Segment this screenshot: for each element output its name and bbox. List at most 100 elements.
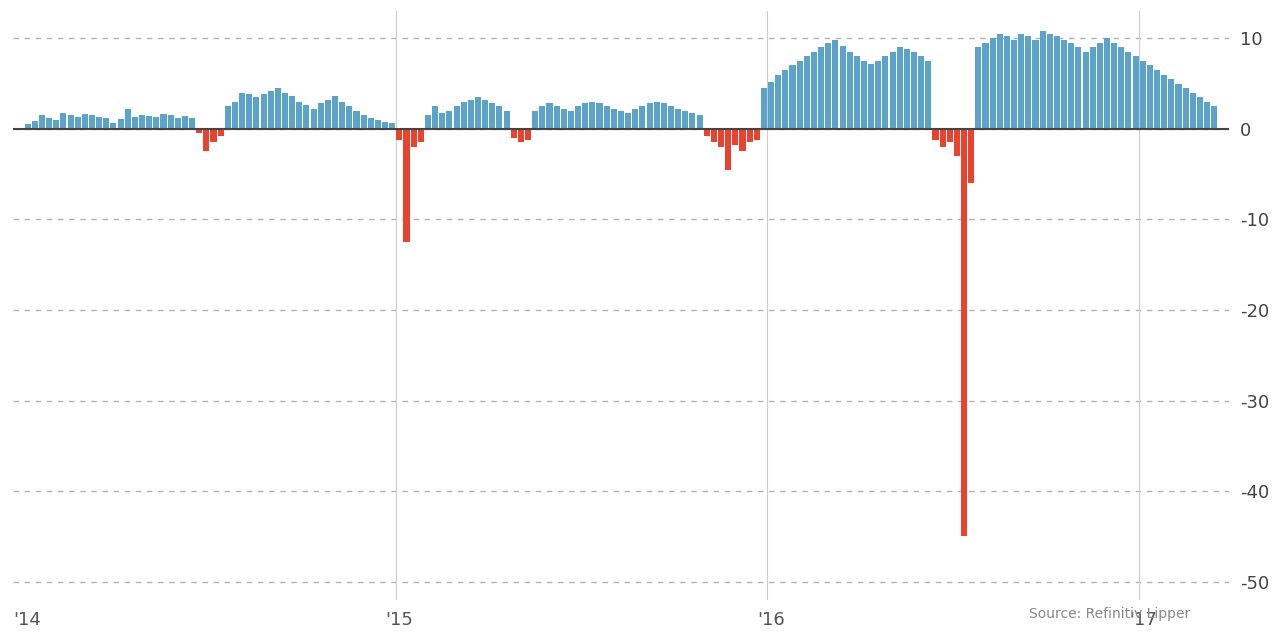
Bar [1025,36,1032,129]
Bar [660,104,667,129]
Bar [1139,61,1146,129]
Bar [754,129,760,140]
Bar [740,129,745,152]
Bar [696,115,703,129]
Bar [804,56,810,129]
Bar [940,129,946,147]
Bar [497,106,503,129]
Bar [381,122,388,129]
Bar [182,116,188,129]
Bar [261,95,266,129]
Bar [782,70,788,129]
Bar [296,102,302,129]
Bar [1075,47,1082,129]
Bar [96,117,102,129]
Bar [246,95,252,129]
Bar [518,129,524,143]
Bar [553,106,559,129]
Bar [1125,52,1132,129]
Bar [911,52,916,129]
Bar [339,102,346,129]
Bar [532,111,538,129]
Bar [646,104,653,129]
Bar [1047,34,1053,129]
Bar [690,113,695,129]
Bar [204,129,210,152]
Bar [439,113,445,129]
Bar [790,65,796,129]
Bar [511,129,517,138]
Bar [675,109,681,129]
Bar [547,104,553,129]
Bar [925,61,932,129]
Bar [682,111,689,129]
Bar [746,129,753,143]
Bar [539,106,545,129]
Bar [1197,97,1203,129]
Bar [132,117,138,129]
Bar [32,121,38,129]
Bar [1147,65,1153,129]
Bar [489,104,495,129]
Bar [989,38,996,129]
Bar [1119,47,1124,129]
Bar [625,113,631,129]
Bar [289,96,296,129]
Bar [325,100,332,129]
Bar [475,97,481,129]
Bar [760,88,767,129]
Bar [353,111,360,129]
Bar [1097,43,1103,129]
Bar [983,43,988,129]
Bar [1161,74,1167,129]
Bar [1175,84,1181,129]
Bar [732,129,739,145]
Bar [1211,106,1217,129]
Bar [840,45,846,129]
Bar [1011,40,1018,129]
Bar [710,129,717,143]
Bar [403,129,410,242]
Bar [196,129,202,133]
Bar [68,115,73,129]
Bar [1033,40,1038,129]
Bar [596,104,603,129]
Bar [604,106,609,129]
Bar [868,63,874,129]
Bar [854,56,860,129]
Bar [618,111,623,129]
Bar [1103,38,1110,129]
Bar [189,118,195,129]
Bar [611,109,617,129]
Bar [303,106,310,129]
Bar [718,129,724,147]
Bar [453,106,460,129]
Bar [332,96,338,129]
Bar [639,106,645,129]
Bar [704,129,710,136]
Bar [525,129,531,140]
Bar [483,100,488,129]
Bar [417,129,424,143]
Bar [503,111,509,129]
Bar [375,120,381,129]
Bar [846,52,852,129]
Bar [632,109,639,129]
Bar [1189,93,1196,129]
Bar [54,120,59,129]
Bar [796,61,803,129]
Bar [175,118,180,129]
Bar [1083,52,1088,129]
Bar [589,102,595,129]
Bar [82,115,88,129]
Bar [38,115,45,129]
Bar [876,61,882,129]
Bar [1061,40,1068,129]
Bar [668,106,675,129]
Bar [832,40,838,129]
Bar [975,47,982,129]
Bar [275,88,280,129]
Bar [932,129,938,140]
Bar [282,93,288,129]
Bar [311,109,316,129]
